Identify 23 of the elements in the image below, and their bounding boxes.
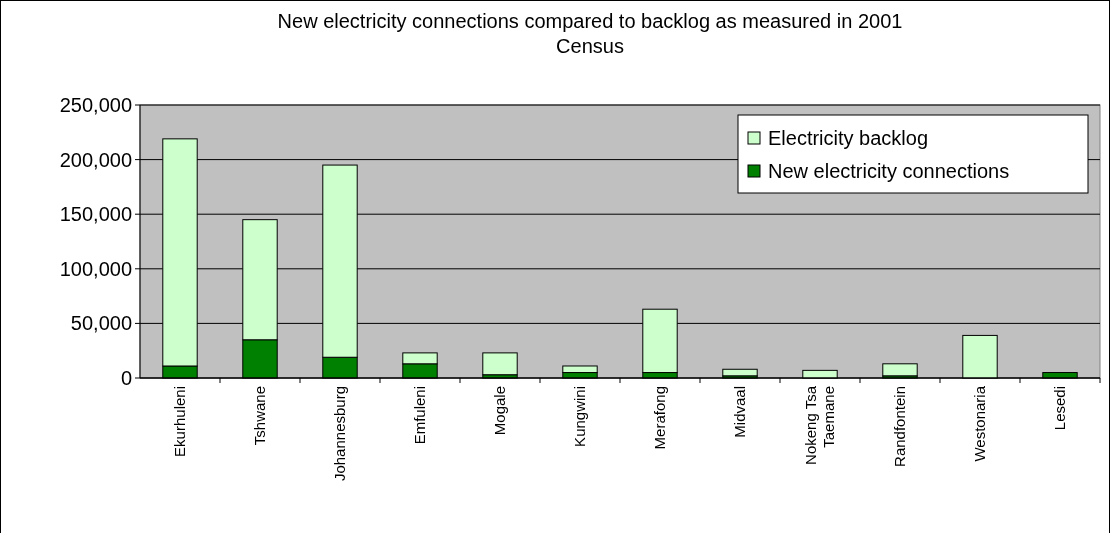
x-tick-label: Merafong (651, 386, 669, 450)
y-tick-label: 100,000 (59, 257, 132, 280)
x-tick-label: Kungwini (571, 386, 589, 447)
x-tick-label: Westonaria (971, 385, 989, 462)
y-tick-label: 50,000 (70, 312, 132, 335)
x-tick-label: Midvaal (731, 386, 749, 438)
x-tick-label: Nokeng Tsa Taemane (802, 385, 838, 465)
x-tick-label: Ekurhuleni (171, 386, 189, 457)
x-tick-label: Tshwane (251, 386, 269, 446)
y-tick-label: 250,000 (59, 94, 132, 116)
chart-title: New electricity connections compared to backlog as measured in 2001 Census (277, 10, 903, 57)
legend-label: Electricity backlog (768, 127, 929, 149)
x-tick-label: Johannesburg (331, 386, 349, 482)
y-tick-label: 150,000 (59, 203, 132, 226)
bar (482, 352, 518, 376)
y-tick-label: 0 (120, 367, 132, 389)
x-tick-label: Emfuleni (411, 386, 429, 445)
bar (562, 365, 598, 374)
y-tick-label: 200,000 (59, 148, 132, 171)
legend-label: New electricity connections (768, 160, 1010, 182)
x-tick-label: Randfontein (891, 386, 909, 467)
x-tick-label: Mogale (491, 386, 509, 436)
x-tick-label: Lesedi (1051, 386, 1069, 431)
